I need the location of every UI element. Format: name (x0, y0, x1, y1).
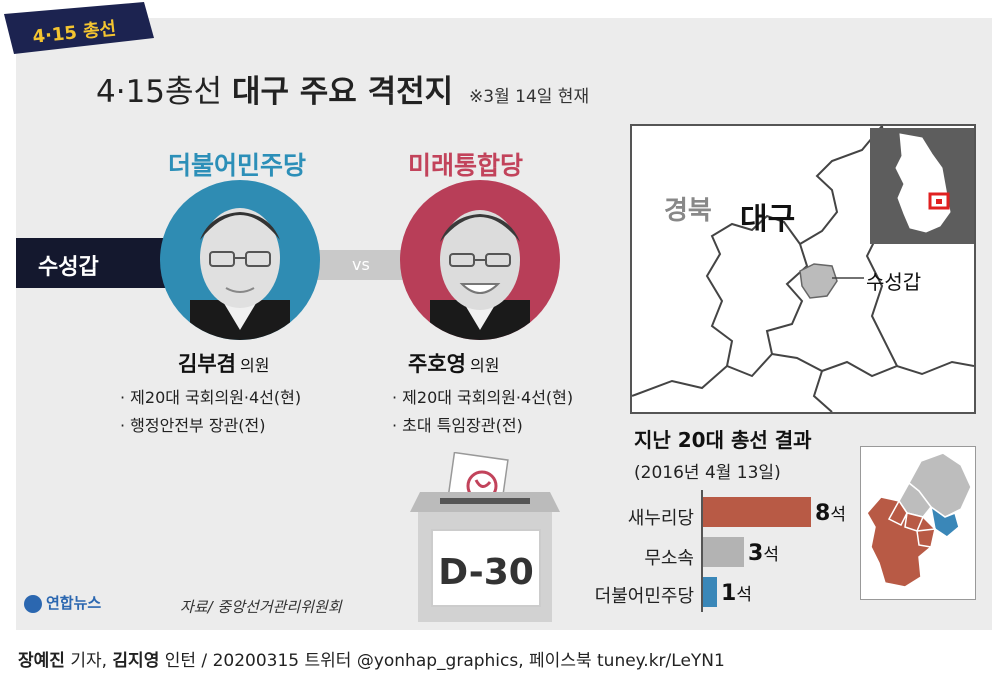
candidate-name-text: 주호영 (408, 352, 466, 376)
source-text: 자료/ 중앙선거관리위원회 (180, 598, 342, 616)
map-label-daegu: 대구 (740, 202, 796, 237)
title-prefix: 4·15총선 (96, 74, 223, 110)
map-label-suseong: 수성갑 (866, 270, 922, 294)
candidate-name-joo: 주호영 의원 (408, 348, 499, 378)
candidate-name-text: 김부겸 (178, 352, 236, 376)
reporter-name: 장예진 (18, 651, 65, 671)
bar-value-number: 8 (815, 501, 831, 526)
career-list-kim: · 제20대 국회의원·4선(현) · 행정안전부 장관(전) (120, 384, 301, 440)
career-item: · 제20대 국회의원·4선(현) (120, 388, 302, 407)
career-item: · 제20대 국회의원·4선(현) (392, 388, 574, 407)
result-map (860, 446, 976, 600)
title-main: 대구 주요 격전지 (231, 74, 454, 110)
candidate-photo-kim (160, 180, 320, 340)
bar-independent (703, 537, 744, 567)
career-list-joo: · 제20대 국회의원·4선(현) · 초대 특임장관(전) (392, 384, 573, 440)
bar-value-minjoo: 1석 (721, 580, 752, 606)
candidate-photo-joo (400, 180, 560, 340)
bar-saenuri (703, 497, 811, 527)
page-title: 4·15총선 대구 주요 격전지 ※3월 14일 현재 (96, 66, 589, 111)
bar-value-unit: 석 (763, 545, 779, 565)
map-label-gyeongbuk: 경북 (664, 196, 712, 226)
yonhap-logo: 연합뉴스 (24, 592, 101, 613)
bar-value-unit: 석 (830, 505, 846, 525)
bar-minjoo (703, 577, 717, 607)
intern-name: 김지영 (112, 651, 160, 671)
results-subtitle: (2016년 4월 13일) (634, 463, 781, 483)
title-note: ※3월 14일 현재 (469, 87, 590, 107)
bar-value-independent: 3석 (748, 540, 779, 566)
vs-label: vs (352, 255, 370, 274)
candidate-title-text: 의원 (239, 356, 270, 375)
credit-rest: 인턴 / 20200315 트위터 @yonhap_graphics, 페이스북… (164, 651, 725, 671)
logo-text: 연합뉴스 (46, 594, 102, 612)
reporter-role: 기자, (70, 651, 108, 671)
career-item: · 행정안전부 장관(전) (120, 416, 266, 435)
logo-icon (24, 594, 42, 613)
bar-label-minjoo: 더불어민주당 (594, 586, 694, 607)
district-label: 수성갑 (16, 238, 166, 288)
credit-line: 장예진 기자, 김지영 인턴 / 20200315 트위터 @yonhap_gr… (18, 646, 725, 671)
bar-label-independent: 무소속 (644, 548, 694, 569)
election-banner: 4·15 총선 (4, 2, 154, 54)
chart-axis (701, 490, 703, 612)
bar-value-unit: 석 (736, 585, 752, 605)
bar-value-number: 1 (721, 581, 737, 606)
party-label-unity: 미래통합당 (408, 151, 524, 180)
candidate-name-kim: 김부겸 의원 (178, 348, 269, 378)
ballot-box: D-30 (410, 452, 560, 622)
bar-label-saenuri: 새누리당 (627, 508, 694, 529)
party-label-minjoo: 더불어민주당 (168, 151, 307, 180)
candidate-title-text: 의원 (469, 356, 500, 375)
results-title: 지난 20대 총선 결과 (634, 428, 812, 452)
bar-value-saenuri: 8석 (815, 500, 846, 526)
ballot-label: D-30 (438, 552, 534, 593)
career-item: · 초대 특임장관(전) (392, 416, 523, 435)
bar-value-number: 3 (748, 541, 764, 566)
korea-inset-map (870, 128, 974, 244)
